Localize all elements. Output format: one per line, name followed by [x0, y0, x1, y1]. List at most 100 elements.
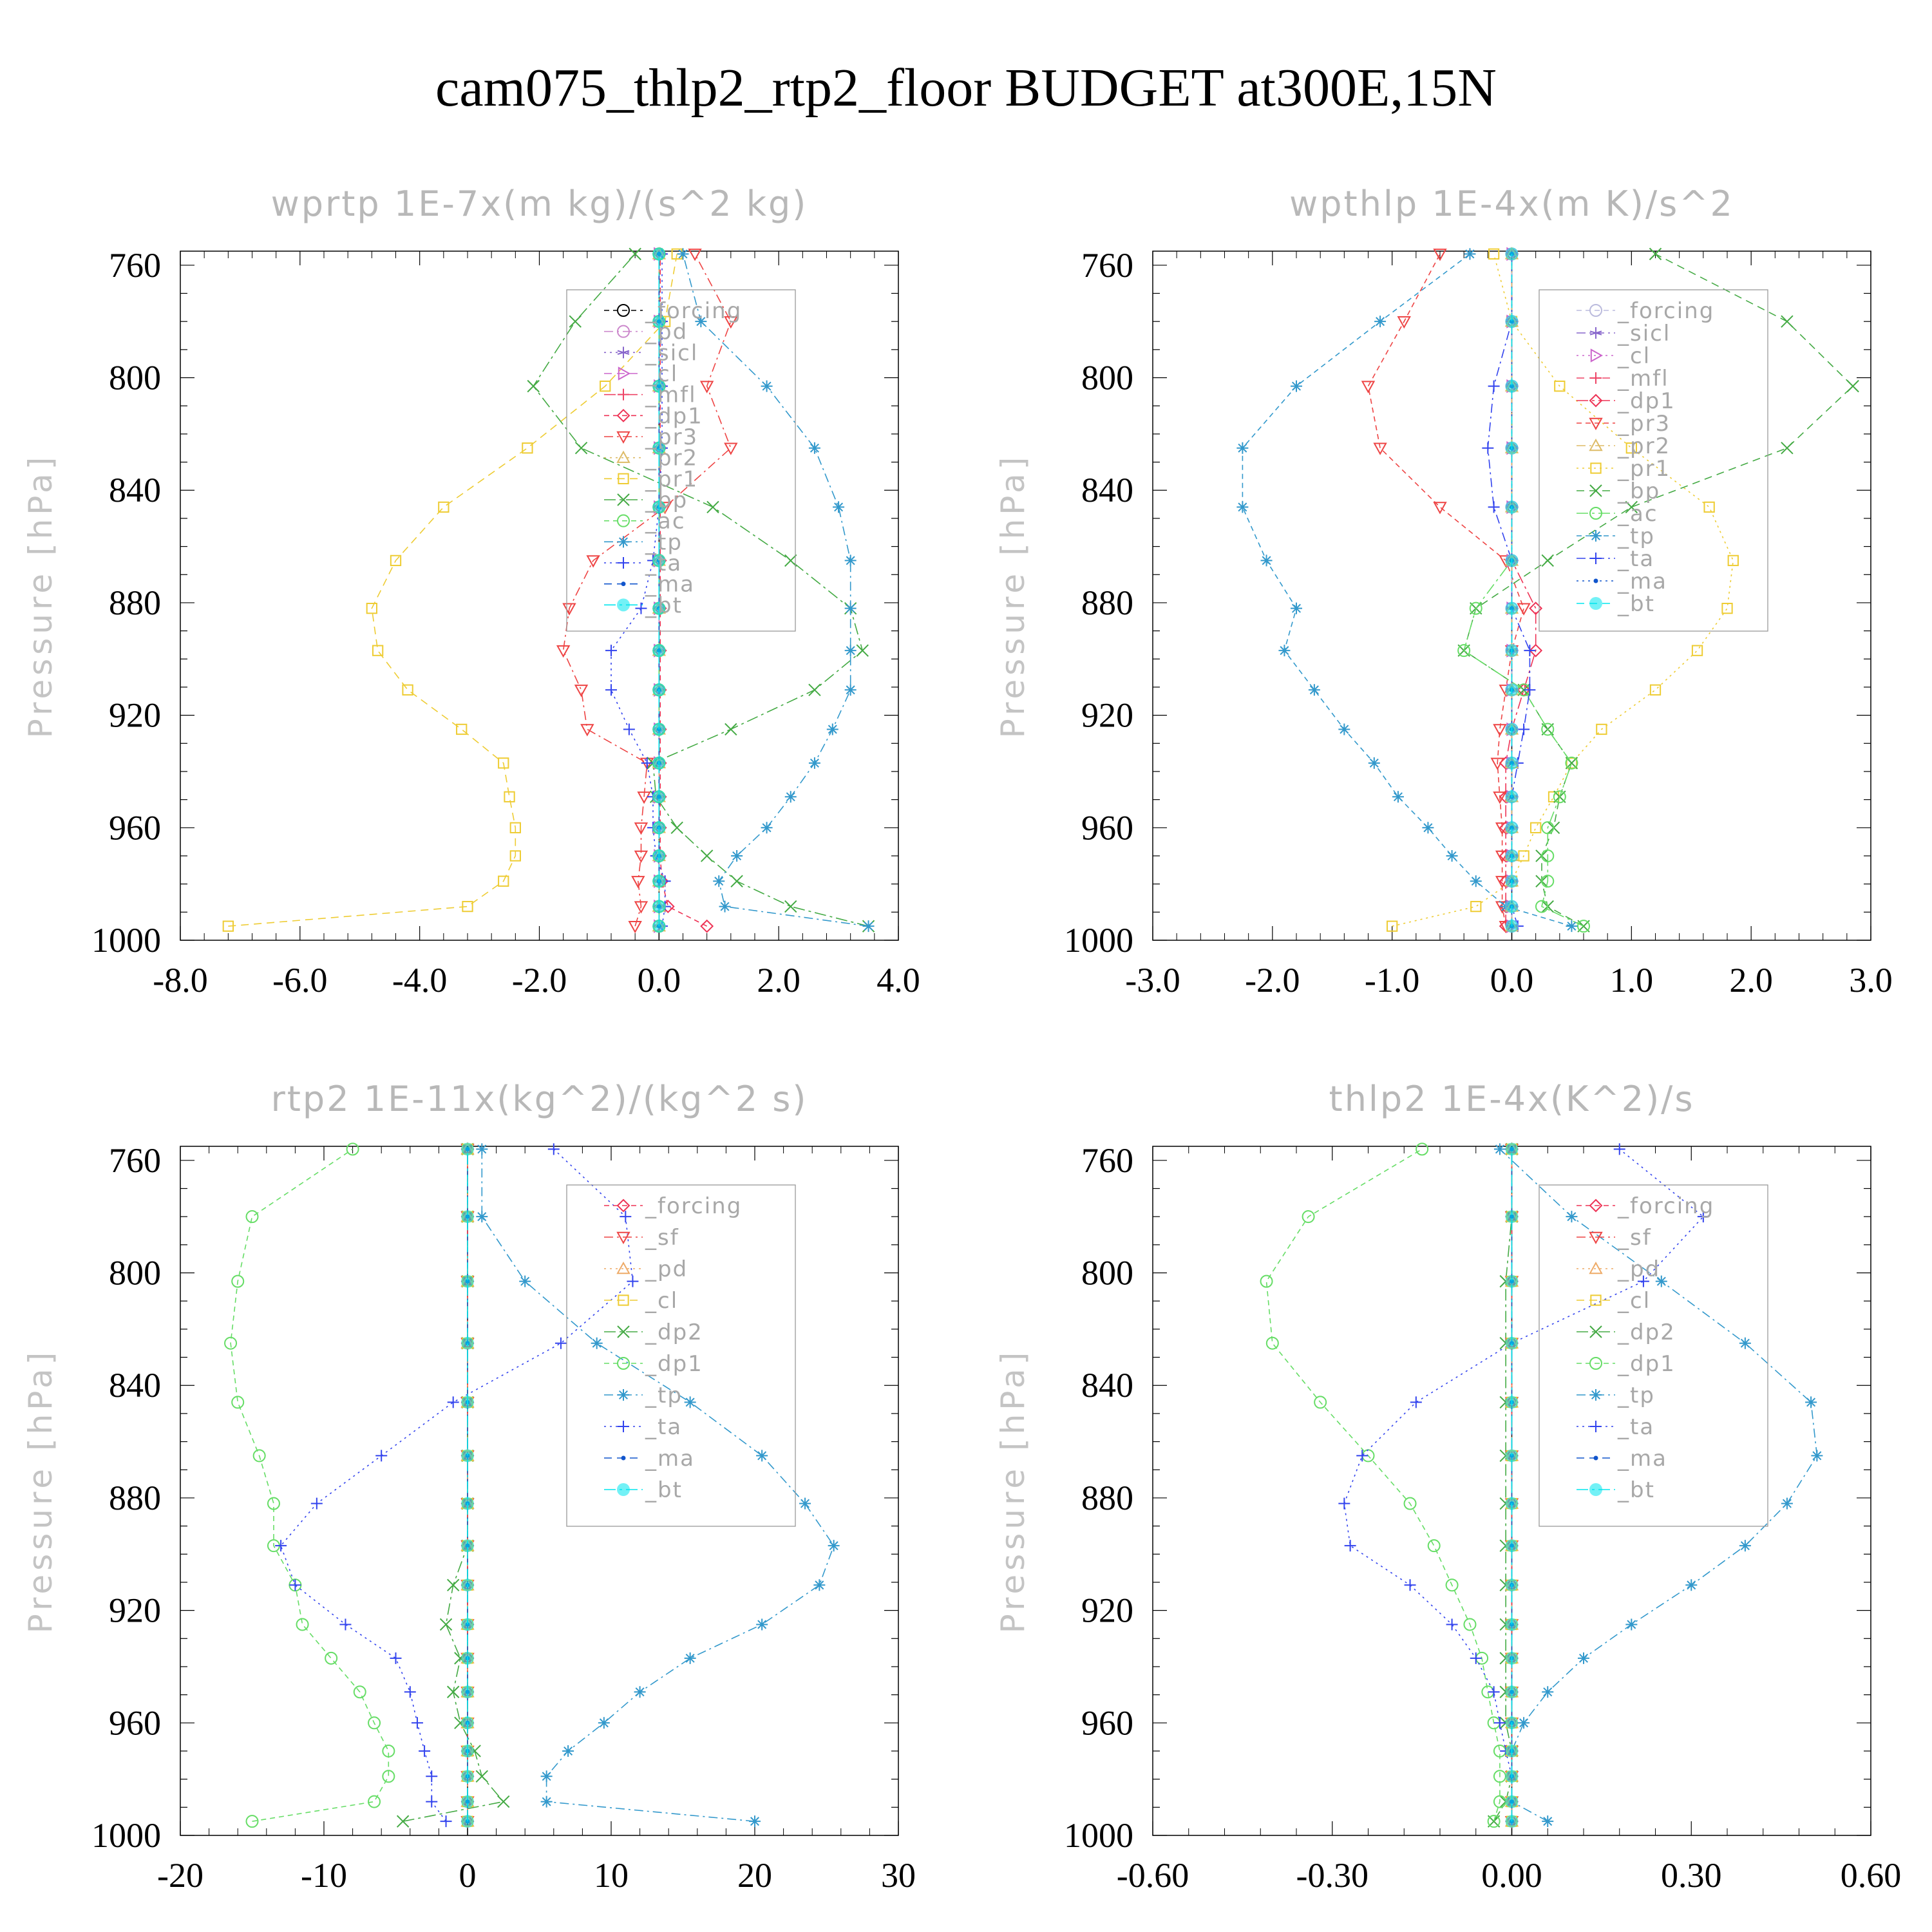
data-point [461, 1142, 474, 1156]
x-tick-label: -0.60 [1117, 1856, 1189, 1895]
legend-label: _tp [1617, 1383, 1655, 1408]
data-point [382, 1744, 395, 1757]
data-point [222, 920, 234, 932]
y-tick-label: 760 [109, 246, 161, 285]
legend-label: _pr3 [645, 424, 698, 450]
legend-label: _bt [645, 1477, 683, 1503]
data-point [1781, 315, 1794, 328]
data-point [461, 1539, 474, 1553]
legend-marker [1589, 484, 1602, 497]
series-pr1 [222, 248, 683, 932]
data-point [724, 723, 737, 736]
chart-panel-4: thlp2 1E-4x(K^2)/s Pressure [hPa] 760 800 84… [994, 1079, 1901, 1895]
x-tick-label: -2.0 [512, 961, 567, 999]
y-tick-label: 760 [1081, 246, 1133, 285]
y-tick-label: 760 [109, 1141, 161, 1180]
data-point [1505, 1618, 1519, 1631]
legend-marker [617, 493, 630, 506]
data-point [1488, 501, 1500, 513]
data-point [231, 1396, 245, 1409]
data-point [1314, 1396, 1327, 1409]
data-point [461, 1449, 474, 1463]
legend-label: _tp [645, 529, 683, 555]
data-point [1470, 1652, 1482, 1664]
data-point [461, 1210, 474, 1224]
legend-marker [1590, 372, 1602, 384]
legend-marker [618, 388, 629, 401]
legend-label: _ma [645, 572, 695, 598]
data-point [1530, 822, 1542, 833]
legend-label: _dp1 [1617, 388, 1676, 414]
data-point [1505, 247, 1519, 261]
data-point [844, 645, 857, 657]
series-line [1392, 254, 1734, 927]
legend-label: _cl [645, 1288, 678, 1314]
data-point [368, 1716, 381, 1730]
data-point [700, 919, 714, 933]
legend-label: _pd [645, 319, 688, 345]
data-point [1505, 920, 1519, 933]
data-point [1397, 316, 1411, 329]
data-point [562, 1745, 574, 1757]
data-point [629, 247, 641, 261]
data-point [808, 683, 821, 697]
data-point [353, 1685, 366, 1699]
data-point [1338, 1497, 1350, 1510]
legend-marker [617, 325, 630, 338]
legend-label: _dp1 [1617, 1351, 1676, 1377]
data-point [439, 1618, 453, 1631]
data-point [862, 920, 875, 933]
data-point [569, 315, 582, 328]
data-point [652, 315, 666, 328]
data-point [382, 1770, 395, 1783]
legend: _forcing _sf _pd _cl _dp2 _dp1 _tp _ta _ma _bt [1539, 1184, 1768, 1527]
legend-label: _bp [645, 488, 688, 513]
data-point [684, 1652, 696, 1664]
data-point [833, 501, 845, 513]
y-tick-label: 1000 [91, 921, 161, 960]
legend-label: _dp1 [645, 403, 703, 429]
data-point [1739, 1337, 1751, 1349]
data-point [699, 381, 714, 393]
x-tick-label: 1.0 [1610, 961, 1654, 999]
y-tick-label: 960 [109, 1703, 161, 1742]
data-point [1554, 380, 1566, 392]
series-line [562, 254, 732, 927]
data-point [1361, 381, 1376, 393]
data-point [1505, 315, 1519, 328]
y-tick-label: 760 [1081, 1141, 1133, 1180]
data-point [652, 849, 666, 862]
data-point [1505, 849, 1519, 862]
data-point [623, 723, 635, 735]
data-point [462, 900, 473, 913]
data-point [1446, 1618, 1458, 1631]
data-point [1505, 441, 1519, 455]
data-point [1811, 1450, 1823, 1462]
data-point [1505, 756, 1519, 770]
legend-label: _forcing [1617, 1193, 1714, 1219]
data-point [1541, 821, 1555, 835]
data-point [826, 723, 838, 735]
data-point [761, 380, 773, 392]
data-point [1505, 1274, 1519, 1288]
legend-marker [618, 1294, 629, 1306]
data-point [1464, 248, 1476, 260]
data-point [461, 1497, 474, 1510]
data-point [600, 380, 611, 392]
data-point [724, 442, 738, 455]
data-point [627, 1275, 639, 1287]
data-point [1637, 1275, 1649, 1287]
series-line [481, 1149, 835, 1822]
panel-title: thlp2 1E-4x(K^2)/s [1329, 1079, 1695, 1119]
data-point [634, 901, 649, 914]
data-point [635, 602, 647, 614]
data-point [1505, 1497, 1519, 1510]
x-tick-label: 20 [737, 1856, 772, 1895]
y-tick-label: 840 [109, 471, 161, 509]
series-line [659, 254, 708, 927]
data-point [1625, 442, 1637, 454]
series-dp1 [224, 1142, 395, 1828]
series-ac [1457, 247, 1590, 933]
x-tick-label: 2.0 [757, 961, 800, 999]
